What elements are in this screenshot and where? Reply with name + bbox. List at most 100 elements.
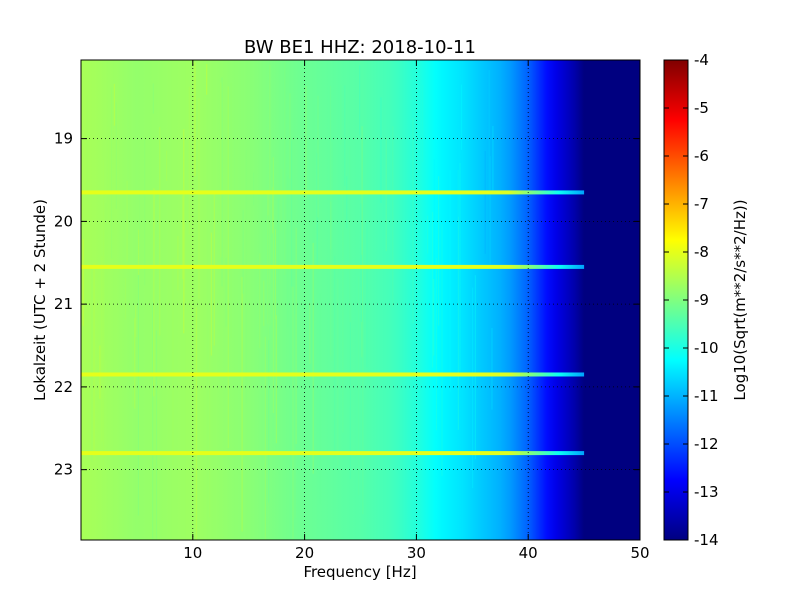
spectrogram-streak [421, 84, 424, 162]
colorbar-tick-label: -4 [694, 51, 709, 69]
spectrogram-streak [427, 215, 429, 254]
spectrogram-streak [264, 336, 266, 540]
spectrogram-streak [274, 319, 277, 371]
colorbar-tick-label: -5 [694, 99, 709, 117]
spectrogram-streak [491, 327, 493, 410]
spectrogram-streak [227, 220, 229, 449]
spectrogram-streak [380, 97, 382, 204]
spectrogram-streak [101, 256, 103, 442]
spectrogram-streak [319, 293, 321, 505]
y-tick-label: 20 [54, 212, 73, 230]
spectrogram-streak [152, 83, 154, 114]
spectrogram-streak [350, 302, 352, 351]
x-tick-label: 40 [519, 544, 538, 562]
spectrogram-streak [166, 150, 168, 181]
spectrogram-streak [316, 153, 318, 267]
plot-frame [80, 59, 641, 541]
spectrogram-streak [159, 127, 161, 336]
spectrogram-streak [253, 172, 255, 206]
spectrogram-streak [153, 188, 155, 271]
spectrogram-streak [313, 104, 315, 321]
spectrogram-streak [272, 157, 274, 414]
x-tick-label: 30 [407, 544, 426, 562]
spectrogram-streak [184, 223, 186, 303]
spectrogram-streak [329, 85, 332, 357]
spectrogram-bands [81, 190, 585, 456]
spectrogram-streak [305, 94, 307, 343]
spectrogram-streak [284, 62, 286, 276]
spectrogram-texture [81, 60, 494, 540]
spectrogram-streak [93, 263, 95, 461]
x-tick-label: 50 [630, 544, 649, 562]
spectrogram-streak [124, 278, 127, 320]
spectrogram-streak [433, 278, 435, 356]
spectrogram-streak [267, 189, 269, 324]
spectrogram-streak [153, 224, 155, 397]
spectrogram-streak [102, 194, 105, 466]
spectrogram-streak [457, 170, 459, 430]
spectrogram-streak [135, 305, 137, 338]
colorbar-tick-label: -12 [694, 435, 719, 453]
spectrogram-streak [155, 330, 158, 540]
spectrogram-streak [144, 139, 146, 286]
spectrogram-streak [277, 199, 279, 301]
spectrogram-streak [86, 95, 88, 201]
spectrogram-streak [449, 170, 451, 392]
spectrogram-streak [269, 64, 271, 285]
spectrogram-streak [331, 141, 333, 361]
spectrogram-streak [309, 159, 311, 242]
spectrogram-streak [220, 82, 222, 258]
spectrogram-streak [340, 85, 342, 146]
spectrogram-streak [198, 152, 200, 217]
spectrogram-streak [269, 82, 271, 326]
spectrogram-streak [105, 203, 107, 361]
spectrogram-streak [259, 253, 261, 349]
spectrogram-streak [206, 64, 208, 95]
spectrogram-streak [278, 285, 280, 374]
spectrogram-streak [358, 276, 360, 496]
spectrogram-streak [344, 85, 346, 187]
spectrogram-streak [198, 97, 200, 299]
spectrogram-streak [388, 68, 391, 217]
spectrogram-streak [361, 126, 363, 358]
spectrogram-streak [160, 68, 162, 243]
spectrogram-streak [230, 82, 232, 338]
spectrogram-streak [99, 345, 101, 399]
spectrogram-band [81, 372, 585, 377]
spectrogram-streak [292, 286, 294, 539]
spectrogram-streak [274, 229, 277, 371]
spectrogram-streak [227, 86, 229, 223]
spectrogram-streak [489, 156, 491, 265]
spectrogram-streak [183, 129, 185, 334]
spectrogram-streak [193, 273, 195, 332]
colorbar-tick-label: -9 [694, 291, 709, 309]
colorbar-tick-label: -7 [694, 195, 709, 213]
spectrogram-streak [241, 277, 243, 532]
spectrogram-streak [309, 302, 311, 364]
spectrogram-streak [433, 159, 435, 288]
spectrogram-streak [268, 340, 270, 503]
spectrogram-background [81, 60, 640, 540]
spectrogram-streak [209, 320, 211, 518]
spectrogram-streak [342, 192, 344, 433]
spectrogram-streak [412, 118, 414, 324]
colorbar: -4 -5 -6 -7 -8 -9 -10 -11 -12 -13 -14 [663, 51, 719, 549]
spectrogram-streak [128, 89, 131, 217]
spectrogram-streak [245, 149, 248, 404]
y-tick-label: 23 [54, 461, 73, 479]
spectrogram-streak [137, 229, 140, 494]
colorbar-tick-label: -14 [694, 531, 719, 549]
spectrogram-streak [460, 84, 463, 150]
spectrogram-streak [234, 129, 236, 196]
spectrogram-streak [272, 187, 274, 234]
spectrogram-streak [330, 201, 332, 250]
spectrogram-band [81, 451, 585, 456]
spectrogram-streak [349, 322, 351, 479]
spectrogram-streak [152, 302, 154, 540]
spectrogram-streak [110, 87, 113, 259]
spectrogram-streak [289, 93, 291, 179]
y-tick-label: 21 [54, 295, 73, 313]
spectrogram-streak [132, 335, 134, 408]
spectrogram-streak [225, 257, 227, 327]
